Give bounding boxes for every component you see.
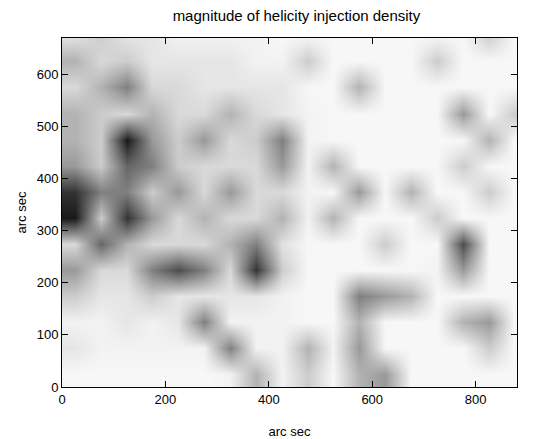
svg-text:800: 800 (465, 392, 487, 407)
svg-text:arc sec: arc sec (14, 191, 29, 233)
svg-text:500: 500 (37, 119, 59, 134)
svg-text:arc sec: arc sec (269, 424, 311, 439)
svg-text:300: 300 (37, 223, 59, 238)
svg-text:100: 100 (37, 327, 59, 342)
svg-text:magnitude of helicity injectio: magnitude of helicity injection density (173, 7, 421, 24)
svg-text:0: 0 (51, 380, 58, 395)
svg-text:400: 400 (37, 171, 59, 186)
svg-text:600: 600 (37, 67, 59, 82)
svg-text:600: 600 (361, 392, 383, 407)
svg-text:200: 200 (155, 392, 177, 407)
svg-text:200: 200 (37, 275, 59, 290)
svg-text:400: 400 (258, 392, 280, 407)
svg-text:0: 0 (58, 392, 65, 407)
